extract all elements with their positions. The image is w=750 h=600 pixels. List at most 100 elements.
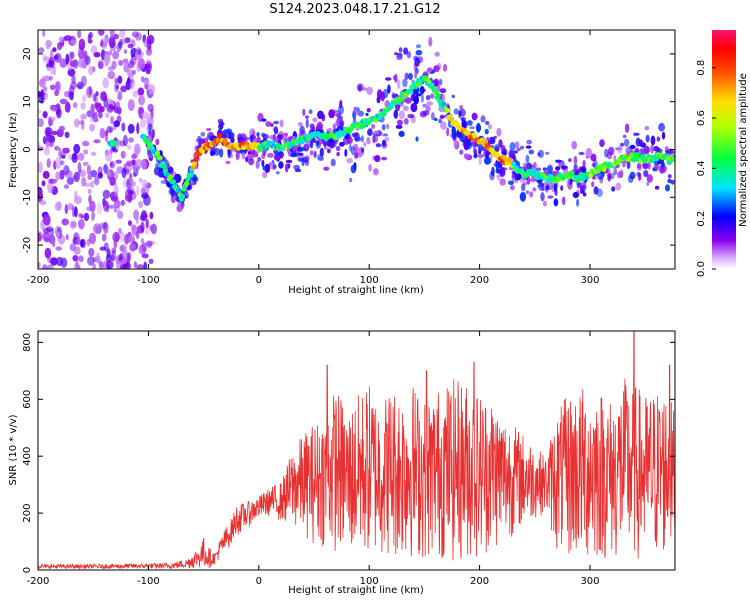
spectrogram-blob (429, 93, 435, 99)
spectrogram-blob (473, 148, 478, 158)
spectrogram-noise-blob (127, 43, 134, 49)
spectrogram-noise-blob (141, 179, 149, 189)
spectrogram-blob (362, 87, 368, 91)
spectrogram-noise-blob (88, 65, 94, 76)
spectrogram-noise-blob (87, 175, 93, 180)
spectrogram-blob (381, 156, 388, 161)
spectrogram-blob (498, 139, 503, 148)
spectrogram-x-tick-label: 200 (470, 275, 489, 286)
spectrogram-noise-blob (49, 84, 56, 91)
spectrogram-blob (241, 151, 246, 160)
spectrogram-blob (460, 117, 466, 122)
spectrogram-blob (402, 105, 409, 112)
spectrogram-noise-blob (66, 177, 75, 185)
spectrogram-noise-blob (92, 117, 99, 123)
spectrogram-blob (395, 124, 403, 129)
spectrogram-noise-blob (120, 85, 127, 93)
spectrogram-noise-blob (42, 54, 48, 64)
spectrogram-blob (499, 178, 506, 186)
spectrogram-ridge-point (435, 92, 441, 98)
spectrogram-blob (387, 84, 391, 94)
spectrogram-blob (397, 119, 403, 126)
spectrogram-blob (545, 151, 550, 155)
spectrogram-noise-blob (46, 158, 51, 169)
spectrogram-noise-blob (68, 51, 73, 64)
spectrogram-blob (394, 52, 399, 56)
spectrogram-blob (653, 163, 659, 172)
spectrogram-blob (366, 137, 371, 145)
spectrogram-noise-blob (97, 172, 104, 179)
spectrogram-noise-blob (71, 153, 78, 163)
spectrogram-noise-blob (92, 93, 97, 102)
spectrogram-noise-blob (73, 246, 81, 255)
spectrogram-blob (573, 164, 578, 171)
spectrogram-blob (155, 162, 160, 170)
spectrogram-blob (426, 101, 434, 106)
spectrogram-blob (597, 172, 604, 180)
spectrogram-noise-blob (103, 222, 109, 234)
spectrogram-noise-blob (43, 75, 51, 82)
spectrogram-blob (192, 176, 199, 182)
spectrogram-x-tick-label: 300 (580, 275, 599, 286)
spectrogram-noise-blob (136, 122, 140, 135)
spectrogram-noise-blob (56, 231, 60, 238)
spectrogram-blob (384, 77, 392, 81)
spectrogram-blob (616, 171, 623, 179)
spectrogram-blob (230, 153, 234, 159)
spectrogram-blob (464, 153, 468, 160)
spectrogram-ridge-point (157, 155, 163, 161)
spectrogram-x-tick-label: -100 (137, 275, 160, 286)
spectrogram-noise-blob (80, 75, 87, 87)
spectrogram-blob (413, 62, 418, 72)
spectrogram-noise-blob (93, 223, 101, 235)
spectrogram-noise-blob (109, 104, 114, 110)
spectrogram-blob (623, 138, 630, 147)
spectrogram-noise-blob (109, 30, 115, 38)
spectrogram-noise-blob (135, 159, 144, 169)
spectrogram-blob (478, 157, 483, 166)
spectrogram-blob (452, 139, 458, 147)
snr-y-tick-label: 800 (22, 333, 33, 352)
spectrogram-blob (316, 121, 323, 132)
spectrogram-ridge-point (341, 130, 347, 136)
spectrogram-blob (284, 163, 289, 173)
spectrogram-noise-blob (59, 160, 65, 166)
spectrogram-blob (425, 105, 431, 113)
spectrogram-noise-blob (42, 264, 48, 269)
spectrogram-blob (475, 122, 481, 133)
spectrogram-blob (471, 112, 478, 121)
spectrogram-blob (155, 138, 160, 146)
spectrogram-noise-blob (140, 210, 148, 222)
spectrogram-noise-blob (57, 42, 63, 51)
spectrogram-noise-blob (150, 223, 157, 235)
spectrogram-blob (622, 134, 627, 139)
spectrogram-y-tick-label: 0 (22, 146, 33, 152)
spectrogram-noise-blob (64, 101, 71, 113)
spectrogram-blob (312, 117, 318, 123)
spectrogram-noise-blob (51, 130, 58, 136)
spectrogram-blob (451, 94, 456, 99)
spectrogram-noise-blob (113, 120, 120, 128)
spectrogram-ridge-point (398, 96, 404, 102)
spectrogram-noise-blob (80, 119, 85, 131)
spectrogram-noise-blob (48, 56, 56, 69)
spectrogram-noise-blob (103, 200, 108, 212)
snr-x-tick-label: -100 (137, 576, 160, 587)
spectrogram-blob (644, 125, 650, 131)
spectrogram-blob (316, 141, 320, 146)
spectrogram-blob (297, 152, 304, 156)
spectrogram-blob (422, 103, 427, 108)
spectrogram-blob (398, 110, 405, 120)
figure-title: S124.2023.048.17.21.G12 (269, 2, 440, 17)
spectrogram-blob (256, 132, 260, 137)
spectrogram-blob (420, 88, 427, 92)
spectrogram-noise-blob (145, 240, 153, 247)
spectrogram-noise-blob (119, 244, 127, 252)
spectrogram-blob (477, 154, 485, 158)
spectrogram-blob (366, 128, 373, 137)
spectrogram-blob (578, 151, 585, 156)
spectrogram-noise-blob (83, 149, 89, 155)
spectrogram-noise-blob (81, 50, 88, 60)
